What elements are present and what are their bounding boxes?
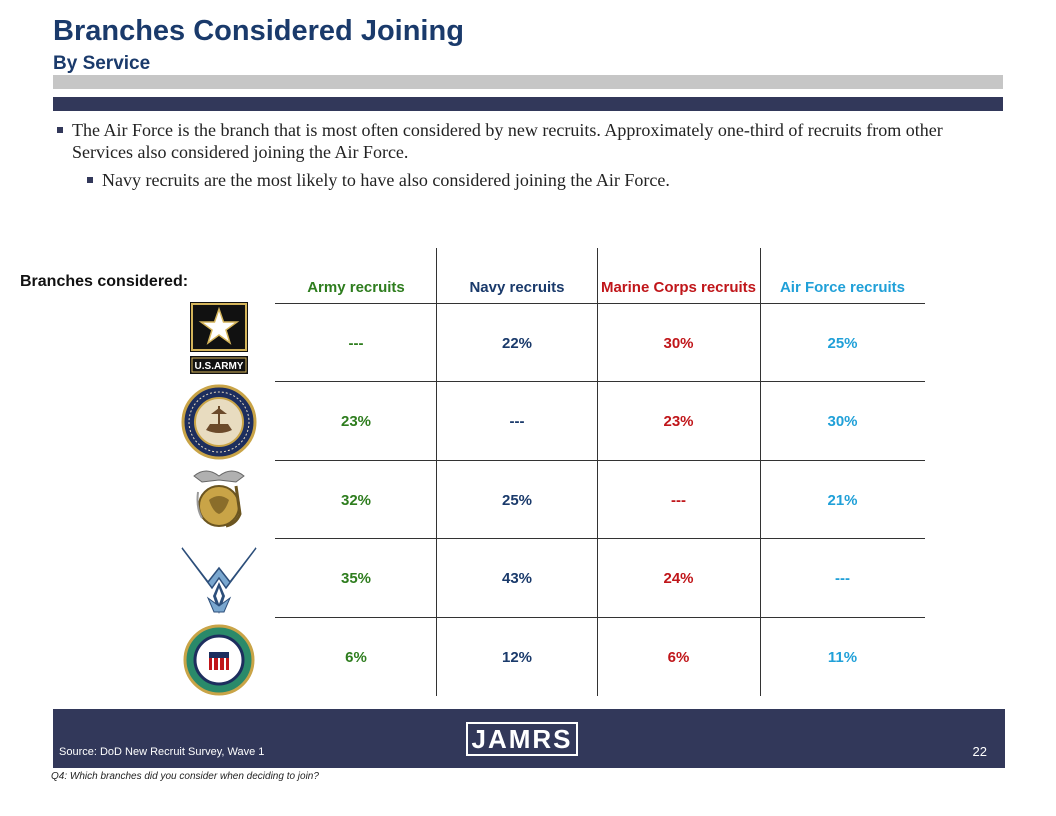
cell-navy-row-1: 22% <box>501 334 533 352</box>
source-note: Source: DoD New Recruit Survey, Wave 1 <box>59 746 265 758</box>
table-divider <box>275 303 925 304</box>
cell-army-row-4: 35% <box>340 569 372 587</box>
cell-air-force-row-1: 25% <box>827 334 858 352</box>
cell-army-row-1: --- <box>348 334 364 352</box>
cell-army-row-3: 32% <box>340 491 372 509</box>
us-army-emblem-icon: U.S.ARMY <box>190 302 248 374</box>
cell-marine-row-5: 6% <box>667 648 690 666</box>
table-divider <box>275 381 925 382</box>
cell-navy-row-2: --- <box>509 412 525 430</box>
branches-considered-label: Branches considered: <box>20 273 189 290</box>
us-navy-seal-icon <box>181 384 257 460</box>
column-header-navy: Navy recruits <box>469 279 565 296</box>
column-header-marine-corps: Marine Corps recruits <box>600 279 757 296</box>
cell-marine-row-3: --- <box>671 491 686 509</box>
cell-army-row-5: 6% <box>345 648 367 666</box>
page-number: 22 <box>972 744 987 759</box>
cell-air-force-row-3: 21% <box>827 491 858 509</box>
bullet-sub-text: Navy recruits are the most likely to hav… <box>102 170 670 190</box>
cell-navy-row-5: 12% <box>501 648 533 666</box>
jamrs-logo: JAMRS <box>466 722 578 756</box>
question-note: Q4: Which branches did you consider when… <box>51 771 319 782</box>
bullet-square-icon <box>57 127 63 133</box>
table-divider <box>275 617 925 618</box>
footer-bar: JAMRS Source: DoD New Recruit Survey, Wa… <box>53 709 1005 768</box>
table-divider <box>275 538 925 539</box>
header-divider-gray <box>53 75 1003 89</box>
table-divider <box>436 248 437 696</box>
bullet-list: The Air Force is the branch that is most… <box>54 119 954 191</box>
table-divider <box>760 248 761 696</box>
marine-corps-emblem-icon <box>193 470 245 528</box>
cell-air-force-row-2: 30% <box>827 412 858 430</box>
cell-marine-row-2: 23% <box>663 412 694 430</box>
cell-marine-row-1: 30% <box>663 334 694 352</box>
header-divider-navy <box>53 97 1003 111</box>
bullet-square-icon <box>87 177 93 183</box>
bullet-main: The Air Force is the branch that is most… <box>54 119 954 163</box>
cell-air-force-row-4: --- <box>835 569 850 587</box>
table-divider <box>597 248 598 696</box>
cell-navy-row-4: 43% <box>501 569 533 587</box>
army-logo-text: U.S.ARMY <box>195 361 244 372</box>
column-header-air-force: Air Force recruits <box>779 279 906 296</box>
cell-navy-row-3: 25% <box>501 491 533 509</box>
cell-air-force-row-5: 11% <box>827 648 858 666</box>
cell-marine-row-4: 24% <box>663 569 694 587</box>
table-divider <box>275 460 925 461</box>
page-title: Branches Considered Joining <box>53 15 464 47</box>
coast-guard-seal-icon <box>183 624 255 696</box>
page-subtitle: By Service <box>53 53 151 74</box>
bullet-sub: Navy recruits are the most likely to hav… <box>84 169 954 191</box>
cell-army-row-2: 23% <box>340 412 372 430</box>
column-header-army: Army recruits <box>307 279 405 296</box>
bullet-main-text: The Air Force is the branch that is most… <box>72 120 943 162</box>
air-force-symbol-icon <box>181 547 257 614</box>
